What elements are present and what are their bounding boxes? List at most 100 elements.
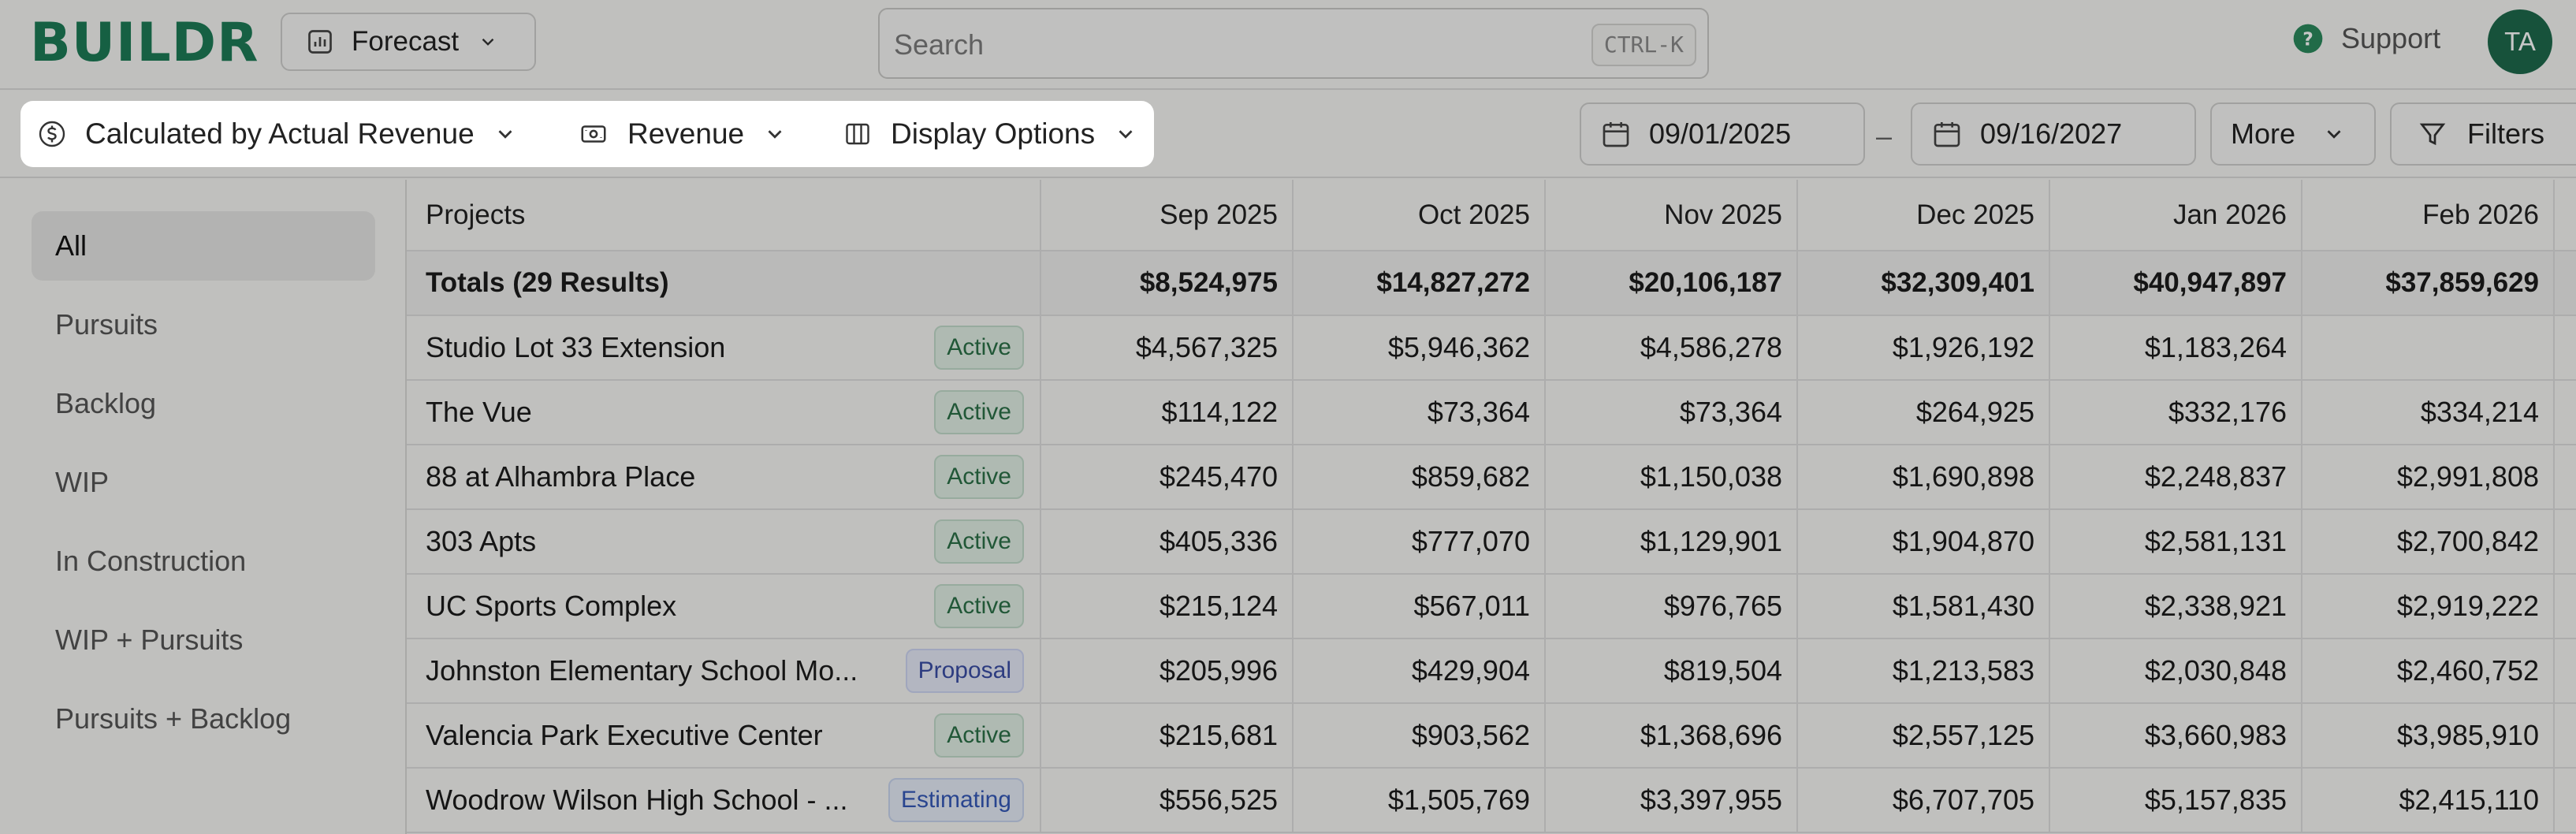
table-row[interactable]: 303 Apts Active $405,336 $777,070 $1,129,901… bbox=[407, 509, 2576, 575]
table-row[interactable]: The Vue Active $114,122 $73,364 $73,364 $264,… bbox=[407, 380, 2576, 445]
project-cell[interactable]: Valencia Park Executive Center Active bbox=[407, 703, 1041, 769]
chevron-down-icon bbox=[493, 122, 517, 146]
revenue-cell: $2,557,125 bbox=[1797, 703, 2050, 769]
end-date-value: 09/16/2027 bbox=[1980, 117, 2123, 150]
status-badge: Proposal bbox=[905, 649, 1024, 693]
project-name[interactable]: The Vue bbox=[426, 396, 532, 428]
more-label: More bbox=[2231, 117, 2296, 150]
column-header-month[interactable]: Dec 2025 bbox=[1797, 180, 2050, 251]
column-header-month[interactable]: Nov 2025 bbox=[1545, 180, 1798, 251]
search-placeholder: Search bbox=[894, 28, 985, 61]
project-cell-content: Johnston Elementary School Mo... Proposal bbox=[426, 649, 1024, 693]
project-name[interactable]: Johnston Elementary School Mo... bbox=[426, 654, 858, 687]
column-header-month[interactable]: Oct 2025 bbox=[1293, 180, 1546, 251]
project-name[interactable]: Woodrow Wilson High School - ... bbox=[426, 784, 848, 816]
revenue-cell: $5,946,362 bbox=[1293, 315, 1546, 381]
sidebar-item-pursuits[interactable]: Pursuits bbox=[55, 308, 158, 341]
column-header-month[interactable]: Jan 2026 bbox=[2049, 180, 2302, 251]
project-cell[interactable]: The Vue Active bbox=[407, 380, 1041, 445]
revenue-cell: $1,904,870 bbox=[1797, 509, 2050, 575]
forecast-table: Projects Sep 2025 Oct 2025 Nov 2025 Dec … bbox=[407, 180, 2576, 833]
calendar-icon bbox=[1931, 118, 1963, 150]
chart-icon bbox=[306, 28, 334, 56]
revenue-cell: $1,183,264 bbox=[2049, 315, 2302, 381]
chevron-down-icon bbox=[763, 122, 787, 146]
forecast-table-container[interactable]: Projects Sep 2025 Oct 2025 Nov 2025 Dec … bbox=[405, 180, 2576, 834]
table-row[interactable]: 88 at Alhambra Place Active $245,470 $859,6… bbox=[407, 445, 2576, 510]
project-name[interactable]: Valencia Park Executive Center bbox=[426, 719, 823, 751]
sidebar-item-wip[interactable]: WIP bbox=[55, 466, 109, 498]
project-name[interactable]: UC Sports Complex bbox=[426, 590, 677, 622]
sidebar-item-all[interactable]: All bbox=[32, 211, 375, 281]
revenue-cell: $205,996 bbox=[1040, 639, 1294, 704]
start-date-value: 09/01/2025 bbox=[1649, 117, 1792, 150]
view-selector-label: Forecast bbox=[352, 26, 460, 57]
column-header-month[interactable]: Sep 2025 bbox=[1040, 180, 1294, 251]
revenue-cell: $2,338,921 bbox=[2049, 574, 2302, 639]
total-value bbox=[2554, 251, 2576, 316]
project-cell[interactable]: 88 at Alhambra Place Active bbox=[407, 445, 1041, 510]
search-input[interactable]: Search CTRL-K bbox=[878, 8, 1709, 79]
app-logo[interactable]: BUILDR bbox=[30, 12, 259, 74]
revenue-cell: $2,991,808 bbox=[2302, 445, 2555, 510]
support-link[interactable]: ? Support bbox=[2292, 22, 2440, 55]
project-cell[interactable]: Studio Lot 33 Extension Active bbox=[407, 315, 1041, 381]
sidebar-item-pursuits-backlog[interactable]: Pursuits + Backlog bbox=[55, 702, 292, 735]
table-row[interactable]: Johnston Elementary School Mo... Proposal… bbox=[407, 639, 2576, 704]
metric-dropdown[interactable]: Revenue bbox=[579, 101, 787, 167]
project-name[interactable]: 303 Apts bbox=[426, 525, 537, 557]
status-badge: Active bbox=[934, 455, 1024, 499]
table-row[interactable]: UC Sports Complex Active $215,124 $567,011 $… bbox=[407, 574, 2576, 639]
columns-icon bbox=[843, 120, 872, 148]
revenue-cell: $1,213,583 bbox=[1797, 639, 2050, 704]
project-cell[interactable]: UC Sports Complex Active bbox=[407, 574, 1041, 639]
display-options-label: Display Options bbox=[891, 117, 1096, 150]
status-badge: Estimating bbox=[888, 778, 1024, 822]
revenue-cell bbox=[2554, 574, 2576, 639]
table-row[interactable]: Studio Lot 33 Extension Active $4,567,325 $… bbox=[407, 315, 2576, 381]
project-cell-content: 88 at Alhambra Place Active bbox=[426, 455, 1024, 499]
start-date-field[interactable]: 09/01/2025 bbox=[1580, 102, 1865, 166]
project-cell[interactable]: Woodrow Wilson High School - ... Estimati… bbox=[407, 768, 1041, 833]
revenue-cell: $1,150,038 bbox=[1545, 445, 1798, 510]
table-header-row: Projects Sep 2025 Oct 2025 Nov 2025 Dec … bbox=[407, 180, 2576, 251]
revenue-cell bbox=[2302, 315, 2555, 381]
table-row[interactable]: Valencia Park Executive Center Active $215… bbox=[407, 703, 2576, 769]
column-header-month[interactable]: Feb 2026 bbox=[2302, 180, 2555, 251]
project-cell[interactable]: Johnston Elementary School Mo... Proposal bbox=[407, 639, 1041, 704]
project-name[interactable]: Studio Lot 33 Extension bbox=[426, 331, 726, 363]
svg-text:?: ? bbox=[2302, 28, 2314, 50]
column-header-projects[interactable]: Projects bbox=[407, 180, 1041, 251]
project-cell[interactable]: 303 Apts Active bbox=[407, 509, 1041, 575]
chevron-down-icon bbox=[1114, 122, 1137, 146]
revenue-cell: $73,364 bbox=[1293, 380, 1546, 445]
revenue-cell bbox=[2554, 315, 2576, 381]
revenue-cell: $73,364 bbox=[1545, 380, 1798, 445]
revenue-cell: $2,581,131 bbox=[2049, 509, 2302, 575]
project-name[interactable]: 88 at Alhambra Place bbox=[426, 460, 696, 493]
toolbar-highlight-panel: Calculated by Actual Revenue Revenue Dis… bbox=[20, 101, 1154, 167]
project-cell-content: 303 Apts Active bbox=[426, 519, 1024, 564]
revenue-cell: $405,336 bbox=[1040, 509, 1294, 575]
display-options-dropdown[interactable]: Display Options bbox=[843, 101, 1137, 167]
calculated-by-dropdown[interactable]: Calculated by Actual Revenue bbox=[38, 101, 517, 167]
revenue-cell: $1,505,769 bbox=[1293, 768, 1546, 833]
sidebar-item-backlog[interactable]: Backlog bbox=[55, 387, 157, 419]
sidebar-item-wip-pursuits[interactable]: WIP + Pursuits bbox=[55, 624, 244, 656]
status-badge: Active bbox=[934, 390, 1024, 434]
revenue-cell: $2,919,222 bbox=[2302, 574, 2555, 639]
sidebar-item-in-construction[interactable]: In Construction bbox=[55, 545, 247, 577]
table-row[interactable]: Woodrow Wilson High School - ... Estimati… bbox=[407, 768, 2576, 833]
revenue-cell: $215,124 bbox=[1040, 574, 1294, 639]
view-selector-button[interactable]: Forecast bbox=[281, 13, 536, 71]
search-shortcut-hint: CTRL-K bbox=[1591, 24, 1696, 66]
revenue-cell: $5,157,835 bbox=[2049, 768, 2302, 833]
total-value: $20,106,187 bbox=[1545, 251, 1798, 316]
more-button[interactable]: More bbox=[2210, 102, 2376, 166]
dollar-circle-icon bbox=[38, 120, 66, 148]
revenue-cell: $3,660,983 bbox=[2049, 703, 2302, 769]
user-avatar[interactable]: TA bbox=[2488, 9, 2552, 74]
end-date-field[interactable]: 09/16/2027 bbox=[1911, 102, 2196, 166]
revenue-cell bbox=[2554, 445, 2576, 510]
filters-button[interactable]: Filters bbox=[2390, 102, 2576, 166]
